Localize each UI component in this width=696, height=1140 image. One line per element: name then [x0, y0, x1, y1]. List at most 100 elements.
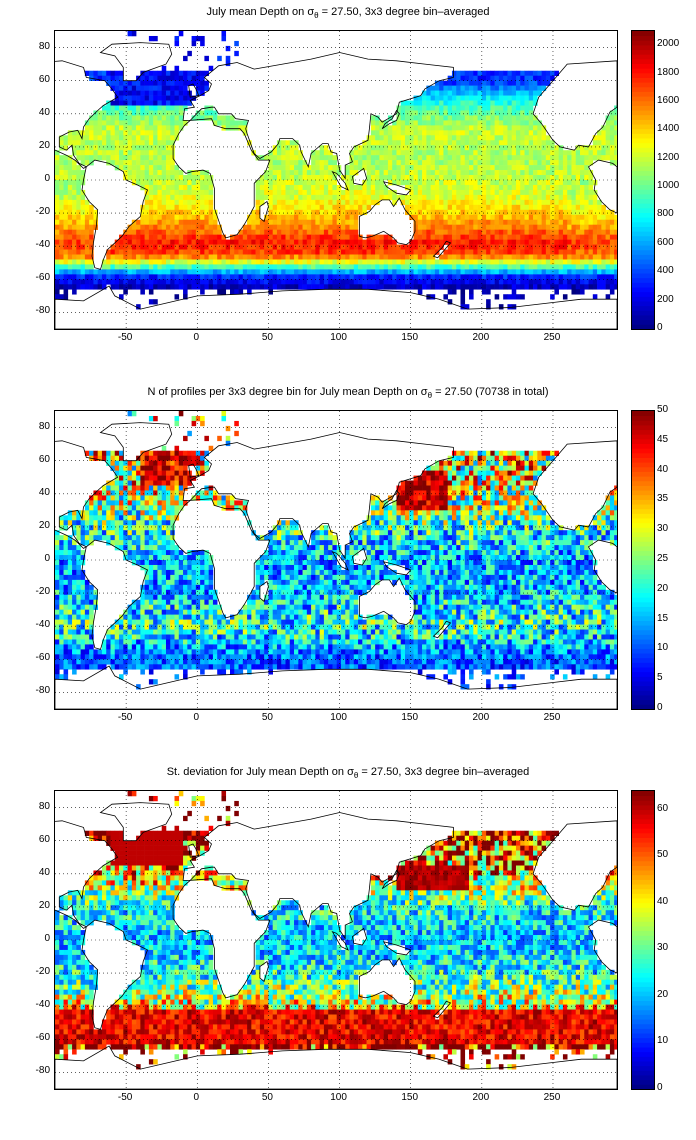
heatmap-cell	[157, 199, 163, 206]
heatmap-cell	[494, 165, 500, 171]
heatmap-cell	[537, 274, 542, 280]
heatmap-cell	[469, 244, 474, 250]
heatmap-cell	[601, 269, 606, 275]
heatmap-cell	[136, 115, 141, 121]
heatmap-cell	[481, 455, 487, 461]
heatmap-cell	[200, 269, 205, 275]
heatmap-cell	[511, 214, 517, 221]
heatmap-cell	[498, 249, 504, 255]
heatmap-cell	[473, 180, 478, 186]
heatmap-cell	[520, 75, 525, 81]
heatmap-cell	[183, 180, 188, 186]
coastline	[532, 60, 617, 151]
heatmap-cell	[588, 264, 594, 270]
heatmap-cell	[605, 155, 611, 161]
heatmap-cell	[498, 229, 504, 235]
heatmap-cell	[575, 219, 581, 225]
heatmap-cell	[528, 259, 534, 265]
heatmap-cell	[554, 234, 559, 240]
heatmap-cell	[136, 165, 141, 171]
heatmap-cell	[528, 274, 534, 280]
heatmap-cell	[520, 199, 525, 206]
heatmap-cell	[340, 239, 346, 245]
heatmap-cell	[456, 194, 461, 201]
heatmap-cell	[358, 254, 363, 260]
heatmap-cell	[550, 165, 555, 171]
heatmap-cell	[430, 204, 436, 211]
heatmap-cell	[281, 234, 286, 240]
heatmap-cell	[456, 279, 461, 285]
heatmap-cell	[460, 304, 466, 310]
heatmap-cell	[110, 264, 116, 270]
heatmap-cell	[609, 269, 615, 275]
heatmap-cell	[110, 110, 116, 116]
heatmap-cell	[63, 145, 69, 151]
heatmap-cell	[362, 204, 367, 211]
heatmap-cell	[498, 105, 504, 111]
heatmap-cell	[383, 284, 389, 290]
heatmap-cell	[298, 254, 303, 260]
heatmap-cell	[541, 184, 547, 191]
heatmap-cell	[601, 239, 606, 245]
heatmap-cell	[545, 234, 551, 240]
heatmap-cell	[165, 470, 171, 476]
colorbar-band	[632, 96, 654, 102]
heatmap-cell	[119, 460, 124, 466]
heatmap-cell	[597, 199, 602, 206]
heatmap-cell	[208, 244, 214, 250]
heatmap-cell	[464, 184, 470, 191]
heatmap-cell	[353, 259, 359, 265]
heatmap-cell	[507, 284, 513, 290]
heatmap-cell	[362, 209, 367, 216]
heatmap-cell	[541, 455, 547, 461]
heatmap-cell	[131, 234, 137, 240]
heatmap-cell	[422, 155, 427, 161]
heatmap-cell	[268, 180, 273, 186]
heatmap-cell	[80, 229, 86, 235]
heatmap-cell	[208, 274, 214, 280]
heatmap-cell	[550, 254, 555, 260]
heatmap-cell	[276, 160, 282, 166]
heatmap-cell	[323, 175, 329, 181]
heatmap-cell	[447, 135, 453, 141]
heatmap-cell	[93, 110, 98, 116]
heatmap-cell	[144, 269, 150, 275]
heatmap-cell	[140, 264, 145, 270]
heatmap-cell	[242, 120, 248, 126]
heatmap-cell	[571, 209, 577, 216]
heatmap-cell	[460, 465, 466, 471]
heatmap-cell	[507, 180, 513, 186]
heatmap-cell	[200, 460, 205, 466]
heatmap-cell	[477, 475, 483, 481]
heatmap-cell	[597, 284, 602, 290]
heatmap-cell	[545, 175, 551, 181]
heatmap-cell	[511, 294, 517, 300]
heatmap-cell	[131, 140, 137, 146]
heatmap-cell	[456, 490, 461, 496]
heatmap-cell	[148, 214, 154, 221]
heatmap-cell	[545, 189, 551, 196]
panel-mean-depth: July mean Depth on σθ = 27.50, 3x3 degre…	[0, 0, 696, 380]
heatmap-cell	[247, 274, 252, 280]
heatmap-cell	[353, 244, 359, 250]
heatmap-cell	[289, 284, 295, 290]
heatmap-cell	[157, 184, 163, 191]
heatmap-cell	[430, 189, 436, 196]
heatmap-cell	[153, 125, 158, 131]
heatmap-cell	[503, 90, 508, 96]
heatmap-cell	[473, 244, 478, 250]
heatmap-cell	[430, 259, 436, 265]
heatmap-cell	[289, 170, 295, 176]
heatmap-cell	[89, 249, 94, 255]
heatmap-cell	[242, 259, 248, 265]
heatmap-cell	[507, 135, 513, 141]
heatmap-cell	[221, 500, 227, 506]
heatmap-cell	[567, 214, 572, 221]
heatmap-cell	[157, 110, 163, 116]
heatmap-cell	[524, 470, 530, 476]
heatmap-cell	[422, 259, 427, 265]
heatmap-cell	[507, 140, 513, 146]
heatmap-cell	[439, 214, 444, 221]
heatmap-cell	[481, 115, 487, 121]
heatmap-cell	[434, 184, 440, 191]
